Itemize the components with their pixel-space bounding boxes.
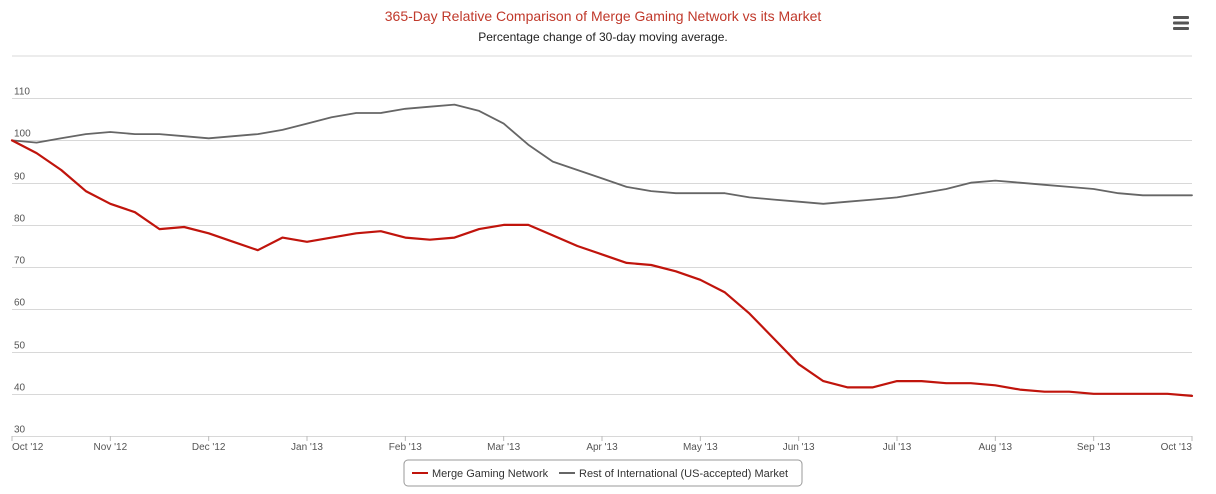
series-line-market[interactable] xyxy=(11,103,1193,205)
x-tick-label-2: Dec '12 xyxy=(192,442,226,453)
series-layer xyxy=(10,103,1194,397)
x-tick-label-11: Sep '13 xyxy=(1077,442,1111,453)
y-tick-label-50: 50 xyxy=(14,341,26,352)
chart-subtitle: Percentage change of 30-day moving avera… xyxy=(478,30,728,44)
x-tick-label-4: Feb '13 xyxy=(389,442,422,453)
legend-label-market: Rest of International (US-accepted) Mark… xyxy=(579,468,788,480)
legend-box xyxy=(403,459,803,487)
x-tick-label-1: Nov '12 xyxy=(94,442,128,453)
x-tick-label-9: Jul '13 xyxy=(883,442,912,453)
x-tick-label-10: Aug '13 xyxy=(979,442,1013,453)
x-tick-label-6: Apr '13 xyxy=(586,442,618,453)
x-tick-label-12: Oct '13 xyxy=(1161,442,1193,453)
grid-lines xyxy=(12,55,1192,437)
y-tick-label-40: 40 xyxy=(14,383,26,394)
y-axis-ticks: 30 40 50 60 70 80 90 100 110 xyxy=(14,87,31,436)
hamburger-menu-icon xyxy=(1173,16,1189,30)
legend-item-merge[interactable]: Merge Gaming Network xyxy=(412,468,549,480)
chart-menu-button[interactable] xyxy=(1168,10,1194,36)
x-tick-label-8: Jun '13 xyxy=(783,442,815,453)
y-tick-label-80: 80 xyxy=(14,214,26,225)
x-tick-label-0: Oct '12 xyxy=(12,442,44,453)
y-tick-label-60: 60 xyxy=(14,298,26,309)
legend-label-merge: Merge Gaming Network xyxy=(432,468,549,480)
x-tick-label-5: Mar '13 xyxy=(487,442,520,453)
y-tick-label-100: 100 xyxy=(14,129,31,140)
series-line-merge-gaming-network[interactable] xyxy=(10,139,1194,397)
y-tick-label-90: 90 xyxy=(14,172,26,183)
x-axis-ticks: Oct '12 Nov '12 Dec '12 Jan '13 Feb '13 Mar '… xyxy=(11,436,1193,453)
x-tick-label-3: Jan '13 xyxy=(291,442,323,453)
chart-title: 365-Day Relative Comparison of Merge Gam… xyxy=(385,8,822,24)
y-tick-label-70: 70 xyxy=(14,256,26,267)
legend-item-market[interactable]: Rest of International (US-accepted) Mark… xyxy=(559,468,788,480)
y-tick-label-30: 30 xyxy=(14,425,26,436)
y-tick-label-110: 110 xyxy=(14,87,30,98)
x-tick-label-7: May '13 xyxy=(683,442,718,453)
legend: Merge Gaming Network Rest of Internation… xyxy=(403,459,803,487)
